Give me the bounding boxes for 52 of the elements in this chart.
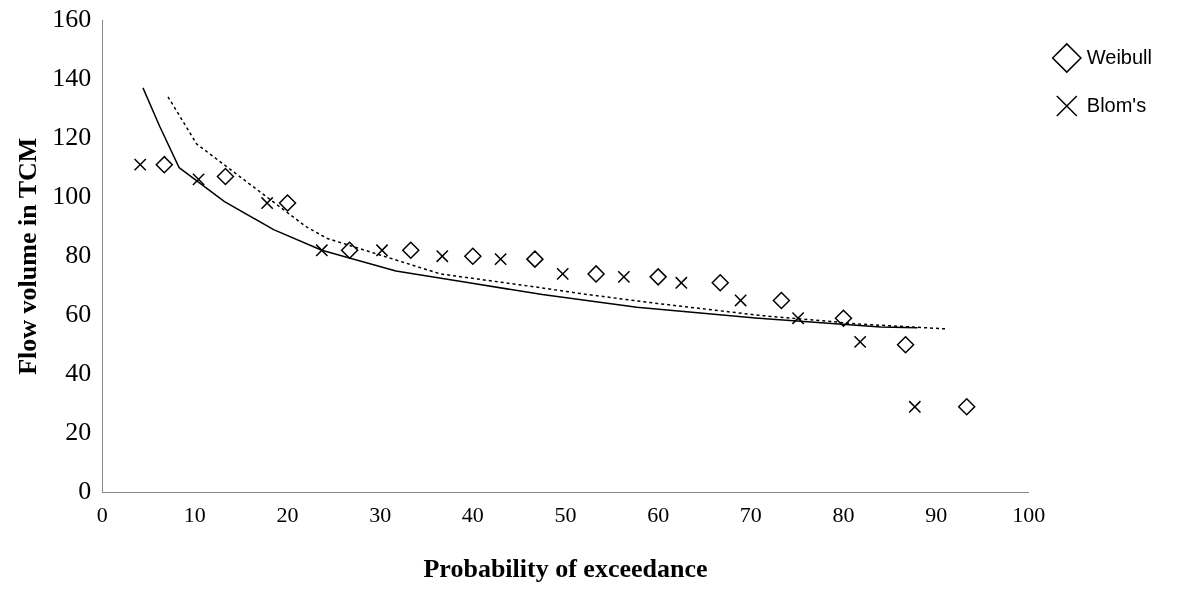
point bbox=[340, 241, 359, 260]
point bbox=[526, 250, 544, 268]
point bbox=[791, 311, 805, 325]
y-tick-label: 160 bbox=[52, 3, 92, 33]
x-tick-label: 70 bbox=[739, 502, 762, 528]
point bbox=[853, 335, 867, 349]
point bbox=[649, 268, 667, 286]
x-tick-label: 100 bbox=[1012, 502, 1046, 528]
point bbox=[908, 400, 922, 414]
point bbox=[435, 249, 449, 263]
point bbox=[957, 398, 976, 416]
point bbox=[278, 194, 297, 212]
point bbox=[494, 252, 508, 266]
x-tick-label: 60 bbox=[647, 502, 670, 528]
x-tick-label: 90 bbox=[925, 502, 948, 528]
point bbox=[375, 243, 389, 257]
point bbox=[192, 173, 205, 186]
point bbox=[896, 336, 915, 354]
point bbox=[674, 276, 688, 290]
x-tick-label: 10 bbox=[183, 502, 206, 528]
y-tick-label: 100 bbox=[52, 180, 92, 210]
y-tick-label: 0 bbox=[78, 476, 92, 506]
point bbox=[772, 291, 791, 310]
point bbox=[260, 196, 274, 210]
x-tick-label: 50 bbox=[554, 502, 577, 528]
point bbox=[315, 243, 329, 257]
y-tick-label: 140 bbox=[52, 62, 92, 92]
point bbox=[216, 167, 235, 186]
point bbox=[587, 265, 605, 283]
point bbox=[402, 241, 420, 260]
legend-label: Blom's bbox=[1086, 93, 1147, 116]
point bbox=[834, 309, 853, 327]
x-tick-label: 40 bbox=[461, 502, 484, 528]
x-tick-label: 0 bbox=[96, 502, 108, 528]
legend-label: Weibull bbox=[1086, 45, 1152, 68]
x-tick-label: 80 bbox=[832, 502, 855, 528]
y-tick-label: 80 bbox=[65, 240, 92, 270]
y-tick-label: 20 bbox=[65, 417, 92, 447]
point bbox=[133, 158, 147, 172]
point bbox=[155, 155, 174, 174]
point bbox=[711, 274, 729, 292]
x-tick-label: 30 bbox=[369, 502, 392, 528]
point bbox=[734, 294, 748, 307]
point bbox=[617, 270, 631, 284]
y-tick-label: 120 bbox=[52, 121, 92, 151]
y-tick-label: 60 bbox=[65, 299, 92, 329]
point bbox=[464, 247, 482, 265]
y-tick-label: 40 bbox=[65, 358, 92, 388]
point bbox=[556, 267, 570, 281]
x-axis-title: Probability of exceedance bbox=[423, 554, 708, 584]
y-axis-title: Flow volume in TCM bbox=[13, 137, 43, 375]
x-tick-label: 20 bbox=[276, 502, 299, 528]
